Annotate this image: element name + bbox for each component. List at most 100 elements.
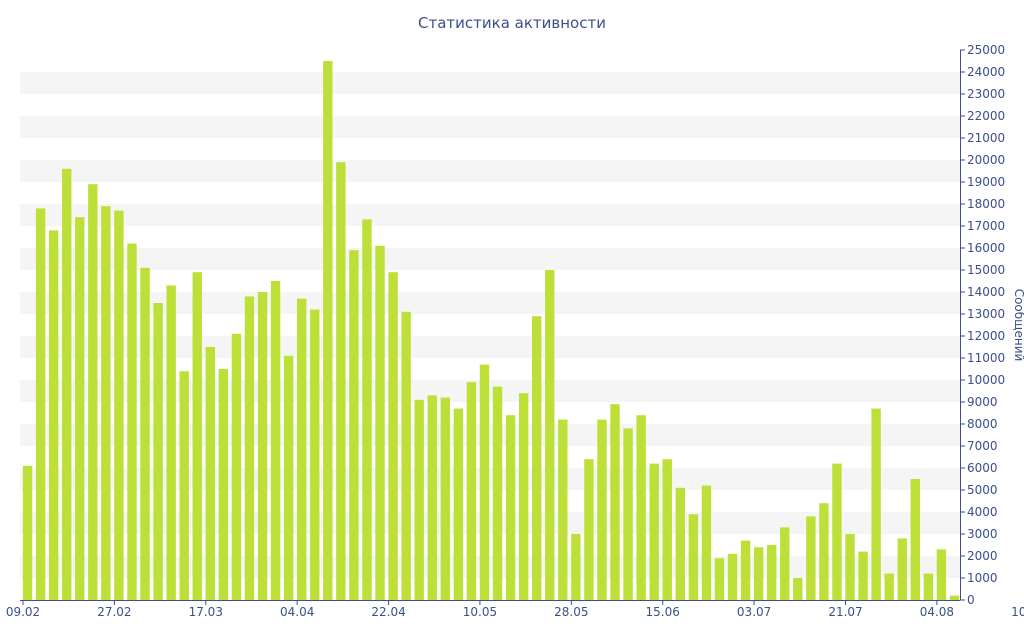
bar (375, 245, 385, 601)
y-tick-label: 15000 (967, 263, 1005, 277)
grid-band (20, 160, 960, 182)
bar (597, 419, 607, 600)
bar (205, 347, 216, 600)
bar (571, 534, 581, 600)
bar (166, 285, 176, 600)
bar (492, 386, 503, 600)
bar (584, 459, 594, 600)
grid-band (20, 248, 960, 270)
bar (336, 162, 346, 600)
bar (323, 61, 333, 600)
bar (179, 371, 189, 600)
y-tick-label: 24000 (967, 65, 1005, 79)
bar (414, 399, 424, 600)
bar (192, 272, 202, 600)
bar (61, 168, 72, 601)
bar (949, 595, 960, 600)
bar (936, 549, 947, 600)
bar (740, 540, 751, 600)
bar (558, 419, 568, 600)
bar (623, 428, 633, 600)
bar (675, 487, 686, 600)
x-tick-label: 04.08 (920, 605, 954, 619)
bar (296, 298, 307, 600)
bar (766, 545, 777, 600)
bar (780, 527, 790, 600)
bar (531, 316, 542, 600)
bar (48, 230, 59, 600)
y-tick-label: 2000 (967, 549, 998, 563)
grid-band (20, 336, 960, 358)
grid-band (20, 204, 960, 226)
bar (270, 281, 281, 600)
x-tick-label: 10.05 (463, 605, 497, 619)
bar (727, 553, 738, 600)
y-tick-label: 7000 (967, 439, 998, 453)
y-tick-label: 11000 (967, 351, 1005, 365)
bar (636, 415, 646, 600)
bar (440, 397, 451, 600)
y-tick-label: 22000 (967, 109, 1005, 123)
y-tick-label: 9000 (967, 395, 998, 409)
bar (701, 485, 712, 600)
bar (518, 393, 529, 600)
x-tick-label: 10.08 (1011, 605, 1024, 619)
y-tick-label: 20000 (967, 153, 1005, 167)
bar (479, 364, 490, 600)
bar (218, 369, 229, 600)
y-tick-label: 21000 (967, 131, 1005, 145)
bar (649, 463, 659, 600)
y-tick-label: 3000 (967, 527, 998, 541)
y-tick-label: 13000 (967, 307, 1005, 321)
bar (753, 547, 764, 600)
bar (793, 578, 803, 600)
bar (610, 404, 620, 600)
x-tick-label: 04.04 (280, 605, 314, 619)
bar (688, 514, 699, 600)
bar (923, 573, 934, 600)
grid-band (20, 424, 960, 446)
bar (231, 333, 242, 600)
bar (714, 558, 725, 600)
y-tick-label: 14000 (967, 285, 1005, 299)
grid-band (20, 512, 960, 534)
bar (401, 311, 411, 600)
bar (88, 184, 98, 600)
bar (257, 292, 268, 600)
bar (858, 551, 868, 600)
y-tick-label: 16000 (967, 241, 1005, 255)
x-tick-label: 15.06 (646, 605, 680, 619)
bar (349, 250, 359, 600)
bar (453, 408, 464, 600)
bar (427, 395, 437, 600)
bar (662, 459, 672, 600)
grid-band (20, 72, 960, 94)
bar (897, 538, 907, 600)
bar (283, 355, 294, 600)
bar (910, 479, 921, 600)
bar (806, 516, 816, 600)
bar (884, 573, 894, 600)
x-tick-label: 27.02 (97, 605, 131, 619)
y-tick-label: 4000 (967, 505, 998, 519)
grid-band (20, 556, 960, 578)
grid-bands (20, 72, 960, 578)
x-tick-label: 21.07 (828, 605, 862, 619)
bar (35, 208, 46, 600)
grid-band (20, 380, 960, 402)
y-tick-label: 25000 (967, 43, 1005, 57)
bar (127, 243, 137, 600)
bar (244, 296, 255, 600)
bar (153, 303, 163, 600)
bar (845, 534, 855, 600)
y-tick-label: 8000 (967, 417, 998, 431)
bar (75, 217, 85, 600)
grid-band (20, 116, 960, 138)
chart-title: Статистика активности (418, 14, 606, 32)
bars (22, 61, 960, 601)
y-tick-label: 23000 (967, 87, 1005, 101)
x-tick-label: 17.03 (189, 605, 223, 619)
bar (362, 219, 372, 600)
bar (22, 465, 33, 600)
